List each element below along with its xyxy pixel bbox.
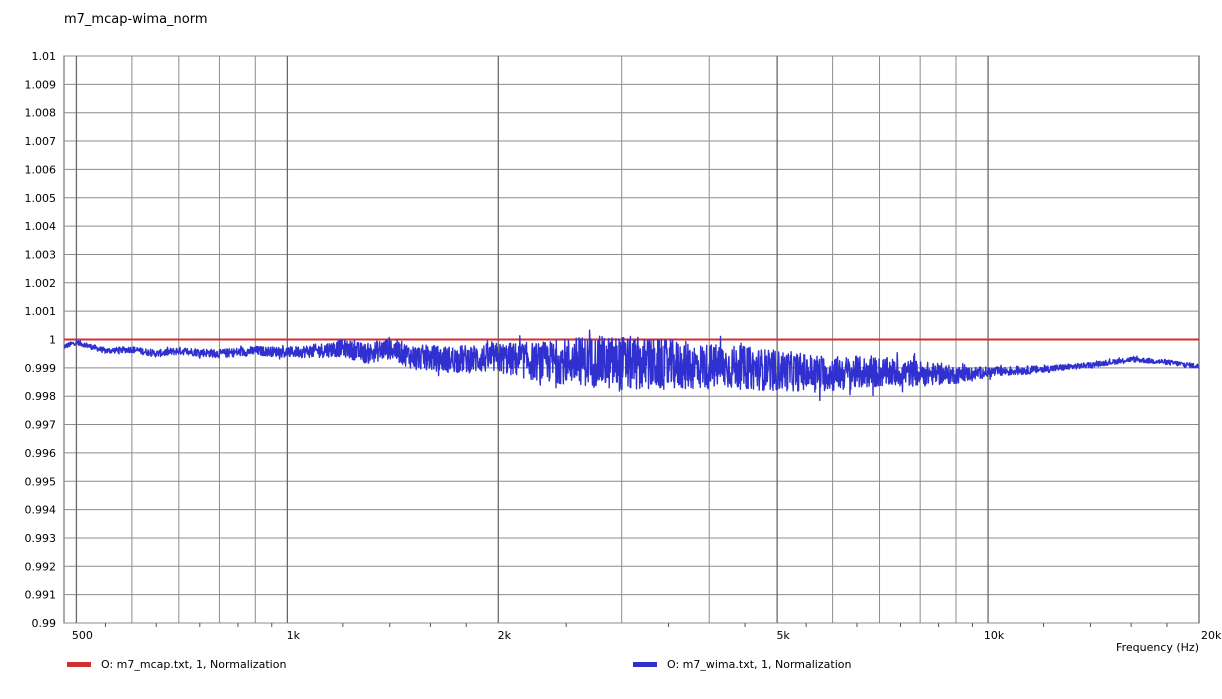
x-tick-label: 5k bbox=[776, 629, 790, 642]
y-tick-label: 1.002 bbox=[25, 277, 57, 290]
y-tick-label: 1.009 bbox=[25, 78, 57, 91]
legend-entry-mcap: O: m7_mcap.txt, 1, Normalization bbox=[67, 658, 286, 671]
y-tick-label: 0.993 bbox=[25, 532, 57, 545]
y-tick-label: 1.001 bbox=[25, 305, 57, 318]
y-tick-label: 0.997 bbox=[25, 419, 57, 432]
x-tick-label: 2k bbox=[498, 629, 512, 642]
y-tick-label: 0.996 bbox=[25, 447, 57, 460]
y-tick-label: 0.999 bbox=[25, 362, 57, 375]
y-tick-label: 1.008 bbox=[25, 107, 57, 120]
y-tick-label: 0.991 bbox=[25, 589, 57, 602]
x-axis-label: Frequency (Hz) bbox=[1116, 641, 1199, 654]
y-tick-label: 1.006 bbox=[25, 163, 57, 176]
y-tick-label: 1.007 bbox=[25, 135, 57, 148]
y-tick-label: 1.005 bbox=[25, 192, 57, 205]
legend-label-mcap: O: m7_mcap.txt, 1, Normalization bbox=[101, 658, 287, 671]
chart-title: m7_mcap-wima_norm bbox=[64, 12, 208, 27]
y-tick-label: 1.004 bbox=[25, 220, 57, 233]
y-tick-label: 0.992 bbox=[25, 560, 57, 573]
y-tick-label: 0.995 bbox=[25, 475, 57, 488]
series-line-wima bbox=[63, 329, 1200, 402]
y-tick-label: 1.003 bbox=[25, 248, 57, 261]
legend-entry-wima: O: m7_wima.txt, 1, Normalization bbox=[633, 658, 851, 671]
x-tick-label: 10k bbox=[984, 629, 1005, 642]
y-tick-label: 1 bbox=[49, 334, 56, 347]
x-tick-label: 1k bbox=[287, 629, 301, 642]
y-tick-label: 0.99 bbox=[32, 617, 57, 630]
legend-swatch-mcap bbox=[67, 662, 91, 667]
x-tick-label: 20k bbox=[1201, 629, 1222, 642]
y-tick-label: 1.01 bbox=[32, 50, 57, 63]
legend-swatch-wima bbox=[633, 662, 657, 667]
y-tick-label: 0.994 bbox=[25, 504, 57, 517]
x-tick-label: 500 bbox=[72, 629, 93, 642]
legend-label-wima: O: m7_wima.txt, 1, Normalization bbox=[667, 658, 852, 671]
y-tick-label: 0.998 bbox=[25, 390, 57, 403]
